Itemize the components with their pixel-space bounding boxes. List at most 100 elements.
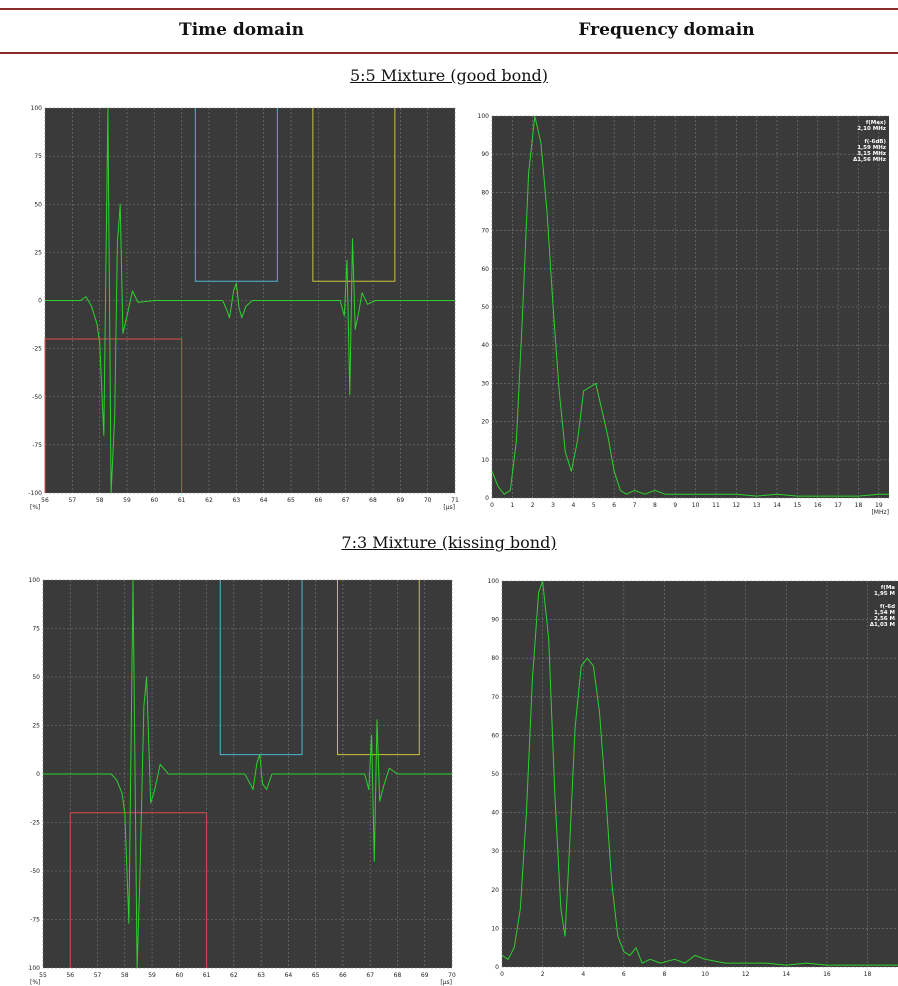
header-rule: [0, 52, 898, 54]
y-tick-label: 30: [481, 380, 489, 387]
x-tick-label: 8: [663, 971, 667, 978]
y-tick-label: 20: [491, 887, 499, 894]
signal-trace: [491, 115, 889, 497]
x-tick-label: 63: [233, 497, 241, 504]
x-tick-label: 66: [339, 972, 347, 979]
readout-text: f(Max): [866, 120, 887, 126]
y-tick-label: 75: [34, 153, 42, 160]
y-tick-label: 80: [481, 189, 489, 196]
y-tick-label: 50: [32, 674, 40, 681]
x-tick-label: 64: [260, 497, 268, 504]
y-tick-label: 0: [495, 964, 499, 971]
x-tick-label: 56: [41, 497, 49, 504]
y-tick-label: 30: [491, 848, 499, 855]
y-tick-label: 40: [491, 810, 499, 817]
x-tick-label: 61: [178, 497, 186, 504]
x-tick-label: 11: [712, 502, 720, 509]
x-tick-label: 16: [814, 502, 822, 509]
header-time-domain: Time domain: [179, 20, 304, 40]
x-tick-label: 17: [834, 502, 842, 509]
x-tick-label: 5: [592, 502, 596, 509]
readout-text: 1,95 M: [874, 591, 895, 597]
x-tick-label: 10: [692, 502, 700, 509]
y-tick-label: 25: [32, 723, 40, 730]
y-tick-label: 0: [36, 771, 40, 778]
chart-time-kissing: 55 56 57 58 59 60 61 62 63 64 65 66 67 68 69 70 100 75 50 2…: [28, 570, 460, 986]
x-axis-label: [µs]: [440, 979, 452, 986]
x-tick-label: 56: [66, 972, 74, 979]
x-tick-label: 4: [581, 971, 585, 978]
x-tick-label: 3: [551, 502, 555, 509]
x-tick-label: 16: [823, 971, 831, 978]
y-axis-label: [%]: [30, 979, 40, 986]
y-axis-label: [%]: [30, 504, 40, 511]
y-tick-label: 0: [38, 298, 42, 305]
caption-kissing-bond-text: 7:3 Mixture (kissing bond): [341, 533, 557, 552]
y-tick-label: 20: [481, 419, 489, 426]
x-tick-label: 14: [782, 971, 790, 978]
x-tick-label: 8: [653, 502, 657, 509]
y-tick-label: 70: [481, 228, 489, 235]
caption-good-bond-text: 5:5 Mixture (good bond): [349, 66, 549, 85]
x-tick-label: 59: [148, 972, 156, 979]
y-tick-label: 100: [29, 577, 41, 584]
readout-text: f(-6dB): [864, 139, 886, 145]
x-tick-label: 64: [285, 972, 293, 979]
y-tick-label: 0: [485, 495, 489, 502]
y-tick-label: 100: [488, 578, 500, 585]
readout-text: 3,15 MHz: [857, 151, 886, 157]
x-tick-label: 68: [394, 972, 402, 979]
y-tick-label: -75: [30, 917, 40, 924]
header-frequency-domain: Frequency domain: [578, 20, 755, 40]
y-tick-label: -25: [30, 820, 40, 827]
x-tick-label: 2: [541, 971, 545, 978]
readout-text: Δ1,03 M: [870, 622, 895, 628]
y-tick-label: -25: [32, 346, 42, 353]
x-tick-label: 63: [257, 972, 265, 979]
x-tick-label: 62: [230, 972, 238, 979]
x-tick-label: 14: [773, 502, 781, 509]
signal-trace: [501, 580, 898, 966]
caption-kissing-bond: 7:3 Mixture (kissing bond): [0, 533, 898, 552]
x-tick-label: 67: [342, 497, 350, 504]
x-tick-label: 18: [855, 502, 863, 509]
x-tick-label: 12: [732, 502, 740, 509]
x-tick-label: 1: [510, 502, 514, 509]
readout-text: 2,10 MHz: [857, 126, 886, 132]
x-axis-label: [MHz]: [871, 509, 889, 516]
gate-red: [69, 812, 208, 968]
x-tick-label: 13: [753, 502, 761, 509]
plot-area: [492, 116, 889, 498]
x-tick-label: 59: [123, 497, 131, 504]
signal-trace: [45, 107, 455, 494]
y-tick-label: 50: [481, 304, 489, 311]
y-tick-label: 100: [31, 105, 43, 112]
x-tick-label: 57: [69, 497, 77, 504]
x-tick-label: 10: [701, 971, 709, 978]
readout-text: 2,56 M: [874, 616, 895, 622]
x-tick-label: 62: [205, 497, 213, 504]
y-tick-label: 50: [491, 771, 499, 778]
y-tick-label: 40: [481, 342, 489, 349]
x-tick-label: 60: [151, 497, 159, 504]
x-tick-label: 65: [312, 972, 320, 979]
x-axis-label: [µs]: [443, 504, 455, 511]
gate-red: [44, 338, 183, 493]
readout-text: Δ1,56 MHz: [853, 157, 886, 163]
x-tick-label: 6: [622, 971, 626, 978]
x-tick-label: 12: [742, 971, 750, 978]
x-tick-label: 69: [421, 972, 429, 979]
x-tick-label: 0: [490, 502, 494, 509]
x-tick-label: 60: [176, 972, 184, 979]
x-tick-label: 58: [121, 972, 129, 979]
x-tick-label: 68: [369, 497, 377, 504]
readout-text: 1,59 MHz: [857, 145, 886, 151]
x-tick-label: 7: [633, 502, 637, 509]
caption-good-bond: 5:5 Mixture (good bond): [0, 66, 898, 85]
signal-trace: [43, 579, 452, 969]
x-tick-label: 66: [315, 497, 323, 504]
x-tick-label: 2: [531, 502, 535, 509]
chart-freq-good: 0 1 2 3 4 5 6 7 8 9 10 11 12 13 14 15 16 17 18 191009080706…: [477, 108, 895, 516]
x-tick-label: 4: [572, 502, 576, 509]
y-tick-label: 90: [481, 151, 489, 158]
